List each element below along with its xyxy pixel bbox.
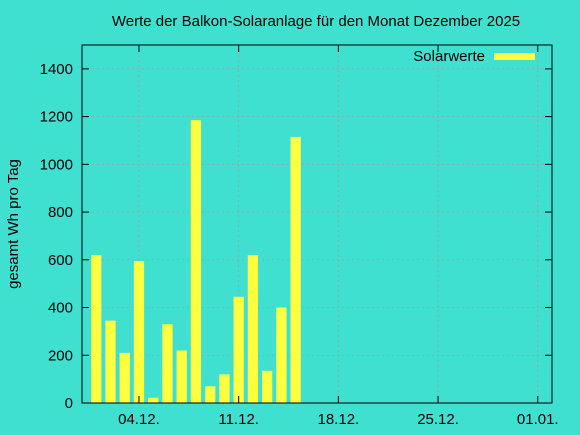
legend-label: Solarwerte xyxy=(413,48,485,65)
bar xyxy=(176,350,187,403)
chart-title: Werte der Balkon-Solaranlage für den Mon… xyxy=(112,13,520,30)
bar xyxy=(105,320,116,403)
bar xyxy=(290,136,301,404)
bar xyxy=(233,296,244,403)
plot-frame xyxy=(81,44,553,404)
bar-group xyxy=(91,120,301,404)
y-tick-label: 200 xyxy=(48,347,73,364)
bar xyxy=(262,370,273,403)
bar xyxy=(162,324,173,403)
y-tick-label: 400 xyxy=(48,300,73,317)
x-tick-label: 01.01. xyxy=(517,411,559,428)
x-tick-label: 18.12. xyxy=(318,411,360,428)
x-tick-label: 11.12. xyxy=(218,411,259,428)
x-tick-label: 04.12. xyxy=(118,411,160,428)
legend: Solarwerte xyxy=(413,48,535,65)
bar xyxy=(148,397,159,403)
bar xyxy=(119,352,130,403)
y-tick-label: 1000 xyxy=(40,156,73,173)
axis-ticks: 0 200 400 600 800 1000 1200 1400 04.12. 11.12. 18.… xyxy=(40,45,559,428)
x-tick-label: 25.12. xyxy=(417,411,459,428)
bar xyxy=(91,255,102,403)
bar xyxy=(190,120,202,404)
y-tick-label: 800 xyxy=(48,204,73,221)
bar xyxy=(205,386,216,403)
y-tick-label: 1200 xyxy=(40,109,73,126)
y-tick-label: 600 xyxy=(48,252,73,269)
y-axis-label: gesamt Wh pro Tag xyxy=(5,159,22,289)
bar xyxy=(133,260,145,403)
grid-lines xyxy=(82,45,552,403)
bar xyxy=(219,374,230,403)
y-tick-label: 0 xyxy=(65,395,73,412)
bar xyxy=(247,255,259,403)
legend-swatch xyxy=(494,53,535,60)
bar xyxy=(276,307,287,403)
y-tick-label: 1400 xyxy=(40,61,73,78)
